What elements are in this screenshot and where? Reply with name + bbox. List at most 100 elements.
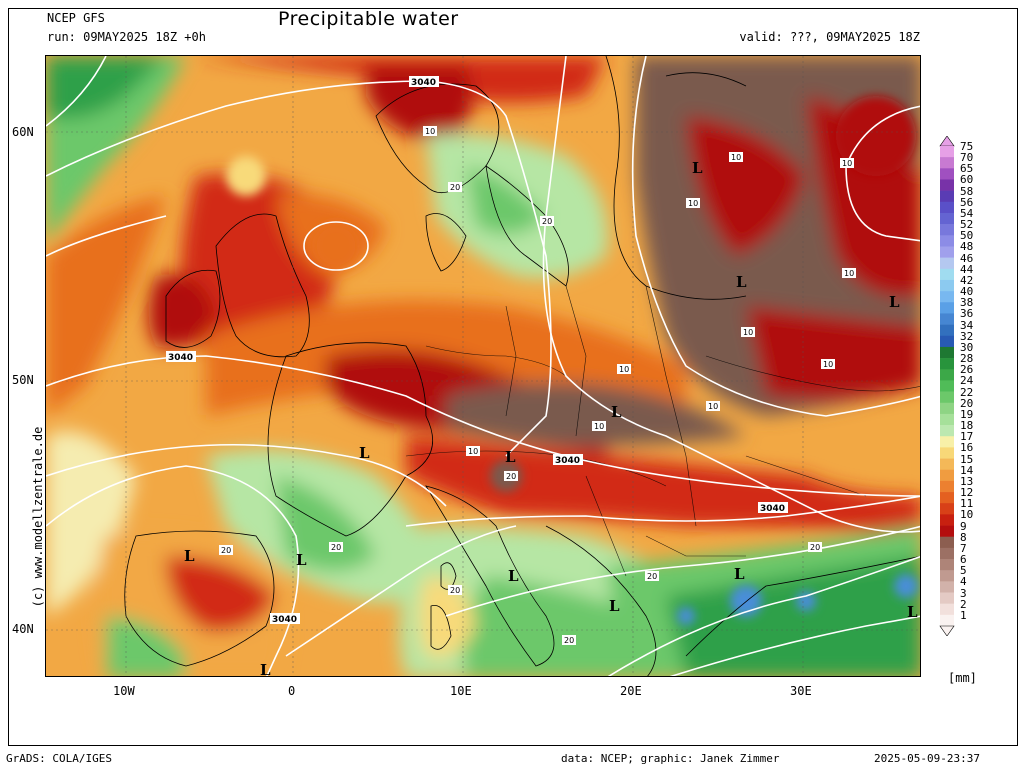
contour-label: 3040 — [555, 456, 580, 466]
pw-label: 10 — [425, 127, 435, 136]
colorbar-swatch — [940, 458, 954, 471]
colorbar-tick-label: 12 — [960, 486, 974, 500]
low-marker: L — [296, 551, 307, 569]
colorbar-tick-label: 19 — [960, 407, 974, 421]
colorbar-swatch — [940, 235, 954, 247]
colorbar-tick-label: 9 — [960, 519, 967, 533]
run-info: run: 09MAY2025 18Z +0h — [47, 30, 206, 44]
colorbar-swatch — [940, 559, 954, 571]
contour-label: 3040 — [272, 615, 297, 625]
lat-label-50n: 50N — [12, 373, 34, 387]
side-credit: (c) www.modellzentrale.de — [31, 426, 45, 608]
colorbar-swatch — [940, 492, 954, 504]
geopotential-contours — [46, 56, 920, 676]
low-marker: L — [260, 661, 271, 677]
pw-label: 20 — [542, 217, 552, 226]
colorbar-tick-label: 18 — [960, 419, 974, 433]
figure-frame — [8, 8, 1018, 746]
colorbar-swatch — [940, 391, 954, 404]
colorbar-swatch — [940, 581, 954, 593]
lat-label-60n: 60N — [12, 125, 34, 139]
colorbar-swatch — [940, 279, 954, 292]
low-marker: L — [611, 403, 622, 421]
lon-label-20e: 20E — [620, 684, 642, 698]
pw-label: 10 — [823, 360, 833, 369]
colorbar-swatch — [940, 224, 954, 236]
colorbar-swatch — [940, 603, 954, 616]
lon-label-0: 0 — [288, 684, 296, 698]
colorbar-swatch — [940, 335, 954, 348]
pw-label: 10 — [619, 365, 629, 374]
colorbar-tick-label: 7 — [960, 541, 967, 555]
low-marker: L — [508, 567, 519, 585]
colorbar-tick-label: 50 — [960, 229, 974, 243]
low-marker: L — [505, 448, 516, 466]
lon-label-10w: 10W — [113, 684, 135, 698]
colorbar-tick-label: 65 — [960, 162, 974, 176]
graticule — [46, 56, 920, 676]
colorbar-tick-label: 38 — [960, 296, 974, 310]
pw-label: 10 — [743, 328, 753, 337]
colorbar-tick-label: 36 — [960, 307, 974, 321]
colorbar-tick-label: 5 — [960, 564, 967, 578]
colorbar-tick-label: 75 — [960, 140, 974, 153]
colorbar-tick-label: 22 — [960, 385, 974, 399]
colorbar-tick-label: 52 — [960, 218, 974, 232]
colorbar-swatch — [940, 179, 954, 191]
low-marker: L — [359, 444, 370, 462]
data-credit: data: NCEP; graphic: Janek Zimmer — [561, 752, 780, 765]
contour-label-group: 3040 3040 3040 3040 3040 — [166, 76, 788, 625]
low-marker: L — [889, 293, 900, 311]
colorbar-tick-label: 26 — [960, 363, 974, 377]
pw-label: 10 — [708, 402, 718, 411]
colorbar-swatch — [940, 503, 954, 515]
colorbar-tick-label: 44 — [960, 262, 974, 276]
colorbar-swatch — [940, 369, 954, 381]
colorbar-tick-label: 11 — [960, 497, 974, 511]
pw-label: 10 — [594, 422, 604, 431]
low-marker: L — [692, 159, 703, 177]
colorbar-swatch — [940, 212, 954, 225]
colorbar-tick-label: 8 — [960, 530, 967, 544]
colorbar-swatch — [940, 413, 954, 426]
colorbar-swatch — [940, 469, 954, 482]
contour-label: 3040 — [760, 504, 785, 514]
colorbar-swatch — [940, 525, 954, 537]
pw-contour-labels: 10 10 10 10 10 10 10 10 10 10 10 20 20 2… — [219, 126, 856, 645]
pw-label: 10 — [842, 159, 852, 168]
pw-label: 10 — [731, 153, 741, 162]
low-marker: L — [609, 597, 620, 615]
colorbar-tick-label: 14 — [960, 463, 974, 477]
colorbar-swatch — [940, 514, 954, 526]
weather-map: 3040 3040 3040 3040 3040 10 10 10 10 10 … — [45, 55, 921, 677]
low-marker: L — [184, 547, 195, 565]
low-markers: L L L L L L L L L L L L L — [184, 159, 918, 677]
low-marker: L — [907, 603, 918, 621]
colorbar-tick-label: 20 — [960, 396, 974, 410]
colorbar-swatch — [940, 358, 954, 370]
pw-label: 20 — [221, 546, 231, 555]
colorbar-tick-label: 58 — [960, 184, 974, 198]
lon-label-10e: 10E — [450, 684, 472, 698]
pw-label: 20 — [450, 183, 460, 192]
colorbar-tick-label: 24 — [960, 374, 974, 388]
colorbar-swatch — [940, 268, 954, 281]
colorbar-tick-label: 56 — [960, 195, 974, 209]
grads-credit: GrADS: COLA/IGES — [6, 752, 112, 765]
colorbar-tick-label: 10 — [960, 508, 974, 522]
colorbar-swatch — [940, 536, 954, 549]
lat-label-40n: 40N — [12, 622, 34, 636]
colorbar-swatch — [940, 190, 954, 203]
colorbar-max-arrow — [939, 136, 955, 147]
colorbar-tick-label: 28 — [960, 352, 974, 366]
colorbar-tick-label: 60 — [960, 173, 974, 187]
colorbar-tick-label: 70 — [960, 151, 974, 165]
colorbar-swatch — [940, 302, 954, 314]
pw-label: 20 — [331, 543, 341, 552]
contour-label: 3040 — [411, 78, 436, 88]
timestamp: 2025-05-09-23:37 — [874, 752, 980, 765]
colorbar-swatch — [940, 246, 954, 258]
colorbar-swatch — [940, 324, 954, 337]
colorbar-swatch — [940, 547, 954, 560]
colorbar-swatch — [940, 146, 954, 158]
